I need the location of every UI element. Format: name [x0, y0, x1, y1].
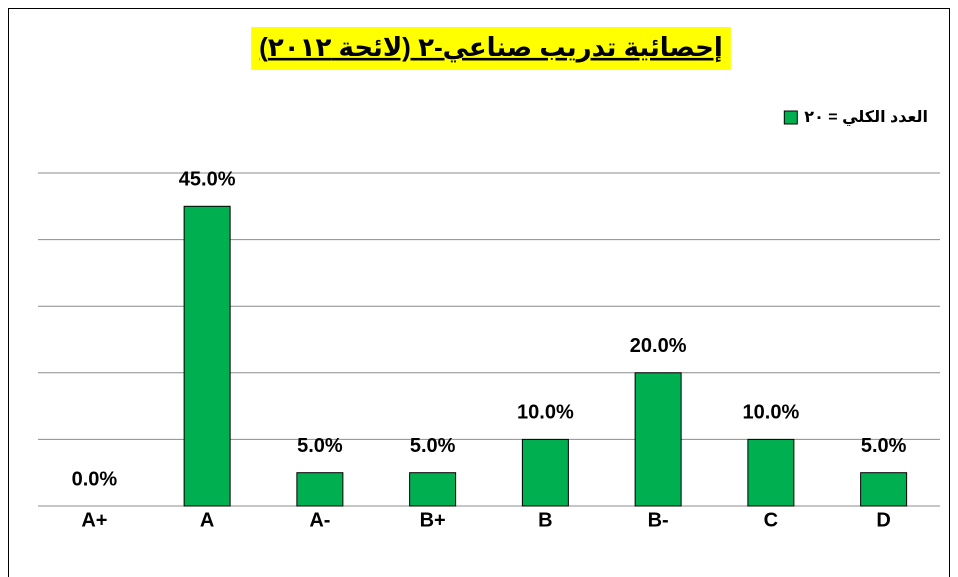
data-label: 45.0% [179, 169, 236, 191]
x-tick-label: A [200, 509, 214, 531]
bar [183, 205, 231, 507]
x-tick-label: B- [648, 509, 669, 531]
x-tick-label: A+ [81, 509, 107, 531]
legend-label: العدد الكلي = ٢٠ [804, 109, 928, 127]
chart-frame [8, 8, 950, 577]
data-label: 10.0% [517, 402, 574, 424]
data-label: 5.0% [410, 435, 456, 457]
bar [860, 472, 908, 507]
bar [296, 472, 344, 507]
x-tick-label: C [764, 509, 778, 531]
title-background [251, 27, 731, 70]
chart-title: إحصائية تدريب صناعي-٢ (لائحة ٢٠١٢) [259, 32, 723, 63]
x-tick-label: B+ [420, 509, 446, 531]
legend-swatch [783, 110, 798, 125]
x-tick-label: D [876, 509, 890, 531]
data-label: 5.0% [861, 435, 907, 457]
data-label: 20.0% [630, 335, 687, 357]
bar [747, 438, 795, 507]
bar [634, 372, 682, 507]
data-label: 0.0% [72, 468, 118, 490]
data-label: 10.0% [743, 402, 800, 424]
x-tick-label: B [538, 509, 552, 531]
bar [409, 472, 457, 507]
x-tick-label: A- [309, 509, 330, 531]
data-label: 5.0% [297, 435, 343, 457]
bar [521, 438, 569, 507]
